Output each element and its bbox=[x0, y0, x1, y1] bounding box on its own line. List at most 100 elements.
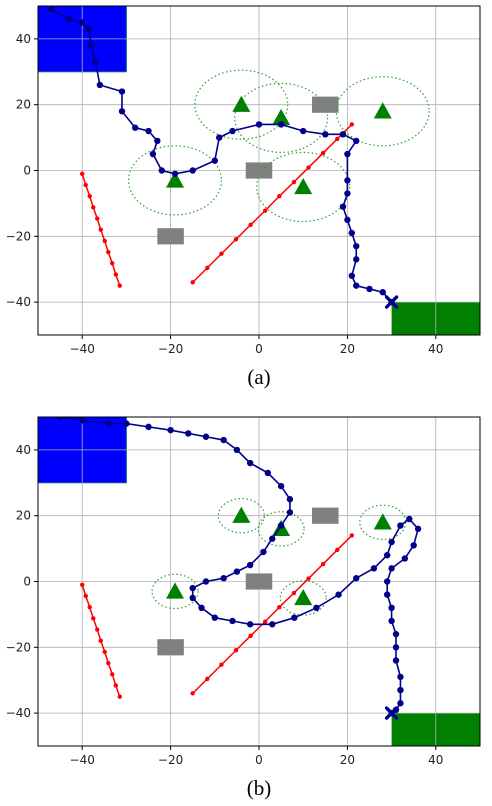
y-tick-label: −20 bbox=[6, 640, 31, 654]
trajectory-point bbox=[87, 42, 95, 49]
obstacle bbox=[157, 228, 184, 245]
trajectory-point bbox=[401, 555, 409, 562]
y-tick-label: 0 bbox=[23, 164, 31, 178]
end-marker bbox=[384, 295, 399, 309]
red-line-point bbox=[117, 694, 122, 699]
trajectory-point bbox=[246, 459, 254, 467]
trajectory-point bbox=[353, 256, 360, 263]
trajectory-point bbox=[118, 108, 126, 115]
trajectory-point bbox=[291, 614, 298, 621]
trajectory-point bbox=[383, 551, 391, 559]
red-line-point bbox=[219, 662, 224, 667]
red-line-point bbox=[91, 616, 96, 621]
trajectory-point bbox=[388, 565, 395, 572]
red-line-point bbox=[113, 683, 118, 688]
trajectory-point bbox=[339, 131, 347, 138]
trajectory-point bbox=[118, 88, 126, 95]
red-line-point bbox=[95, 627, 100, 632]
red-line-point bbox=[335, 136, 340, 142]
trajectory-point bbox=[410, 542, 417, 549]
trajectory-point bbox=[379, 289, 386, 296]
trajectory-point bbox=[211, 614, 218, 621]
red-line-point bbox=[98, 227, 103, 232]
x-tick-label: 40 bbox=[428, 753, 443, 767]
x-tick-label: 20 bbox=[340, 342, 355, 356]
trajectory-point bbox=[397, 700, 404, 707]
red-line-point bbox=[248, 633, 253, 638]
trajectory-point bbox=[322, 131, 329, 138]
trajectory-point bbox=[220, 436, 227, 444]
y-tick-label: −40 bbox=[6, 706, 31, 720]
trajectory-point bbox=[339, 203, 347, 210]
trajectory-point bbox=[269, 621, 276, 628]
panel-b: −40 −20 0 20 40 −40 −20 0 20 40 (b) bbox=[6, 416, 481, 800]
trajectory-point bbox=[388, 604, 395, 612]
red-line-point bbox=[80, 171, 85, 176]
trajectory-point bbox=[260, 548, 267, 556]
obstacle bbox=[312, 96, 339, 113]
red-line-point bbox=[349, 122, 355, 127]
red-line-point bbox=[80, 582, 85, 587]
x-tick-label: −40 bbox=[70, 753, 95, 767]
trajectory-point bbox=[392, 644, 400, 651]
red-line-point bbox=[102, 649, 107, 655]
trajectory-point bbox=[353, 137, 360, 145]
red-line-point bbox=[87, 193, 92, 199]
trajectory-point bbox=[123, 420, 130, 427]
trajectory-point bbox=[353, 242, 360, 250]
panel-a: −40 −20 0 20 40 −40 −20 0 20 40 (a) bbox=[6, 5, 481, 389]
trajectory-point bbox=[154, 137, 161, 145]
obstacle bbox=[312, 507, 339, 524]
trajectory-point bbox=[300, 127, 307, 135]
red-line-point bbox=[320, 561, 326, 567]
landmark-triangle bbox=[272, 108, 291, 126]
red-line-point bbox=[233, 237, 239, 242]
red-line-point bbox=[117, 283, 122, 288]
y-tick-label: −20 bbox=[6, 229, 31, 243]
trajectory-point bbox=[264, 469, 272, 477]
red-line-point bbox=[113, 272, 118, 277]
red-line-point bbox=[291, 590, 297, 596]
trajectory-point bbox=[185, 430, 192, 437]
trajectory-point bbox=[189, 594, 196, 602]
trajectory-point bbox=[366, 285, 373, 293]
trajectory-point bbox=[414, 525, 422, 533]
trajectory-point bbox=[189, 167, 196, 174]
trajectory-point bbox=[229, 127, 236, 135]
red-line-point bbox=[205, 676, 210, 682]
trajectory-point bbox=[189, 584, 196, 592]
trajectory-point bbox=[198, 604, 205, 612]
trajectory-point bbox=[149, 150, 157, 158]
x-tick-label: 0 bbox=[255, 753, 263, 767]
trajectory-point bbox=[348, 272, 356, 279]
trajectory-point bbox=[344, 216, 351, 224]
trajectory-point bbox=[353, 282, 360, 289]
red-line-point bbox=[102, 238, 107, 244]
landmark-zone bbox=[279, 580, 327, 616]
red-line-point bbox=[248, 222, 253, 227]
y-tick-label: 20 bbox=[16, 98, 31, 112]
trajectory-point bbox=[65, 15, 73, 23]
trajectory-point bbox=[96, 81, 104, 89]
landmark-triangle bbox=[232, 506, 251, 523]
red-line-point bbox=[83, 593, 88, 599]
red-line-point bbox=[277, 604, 282, 610]
obstacle bbox=[245, 573, 273, 590]
trajectory-point bbox=[397, 686, 404, 694]
x-tick-label: 20 bbox=[340, 753, 355, 767]
red-line-point bbox=[306, 576, 311, 581]
panel-caption: (a) bbox=[247, 365, 270, 389]
red-line-point bbox=[190, 691, 195, 696]
trajectory-point bbox=[79, 19, 86, 26]
trajectory-point bbox=[56, 417, 64, 421]
trajectory-point bbox=[277, 482, 285, 490]
trajectory-point bbox=[233, 446, 241, 454]
x-tick-label: −20 bbox=[158, 342, 183, 356]
red-line-point bbox=[190, 280, 195, 285]
landmark-triangle bbox=[373, 102, 392, 119]
trajectory-point bbox=[255, 121, 263, 128]
red-line-point bbox=[291, 179, 297, 185]
x-tick-label: 0 bbox=[255, 342, 263, 356]
panel-caption: (b) bbox=[247, 776, 272, 800]
trajectory-point bbox=[167, 426, 174, 434]
